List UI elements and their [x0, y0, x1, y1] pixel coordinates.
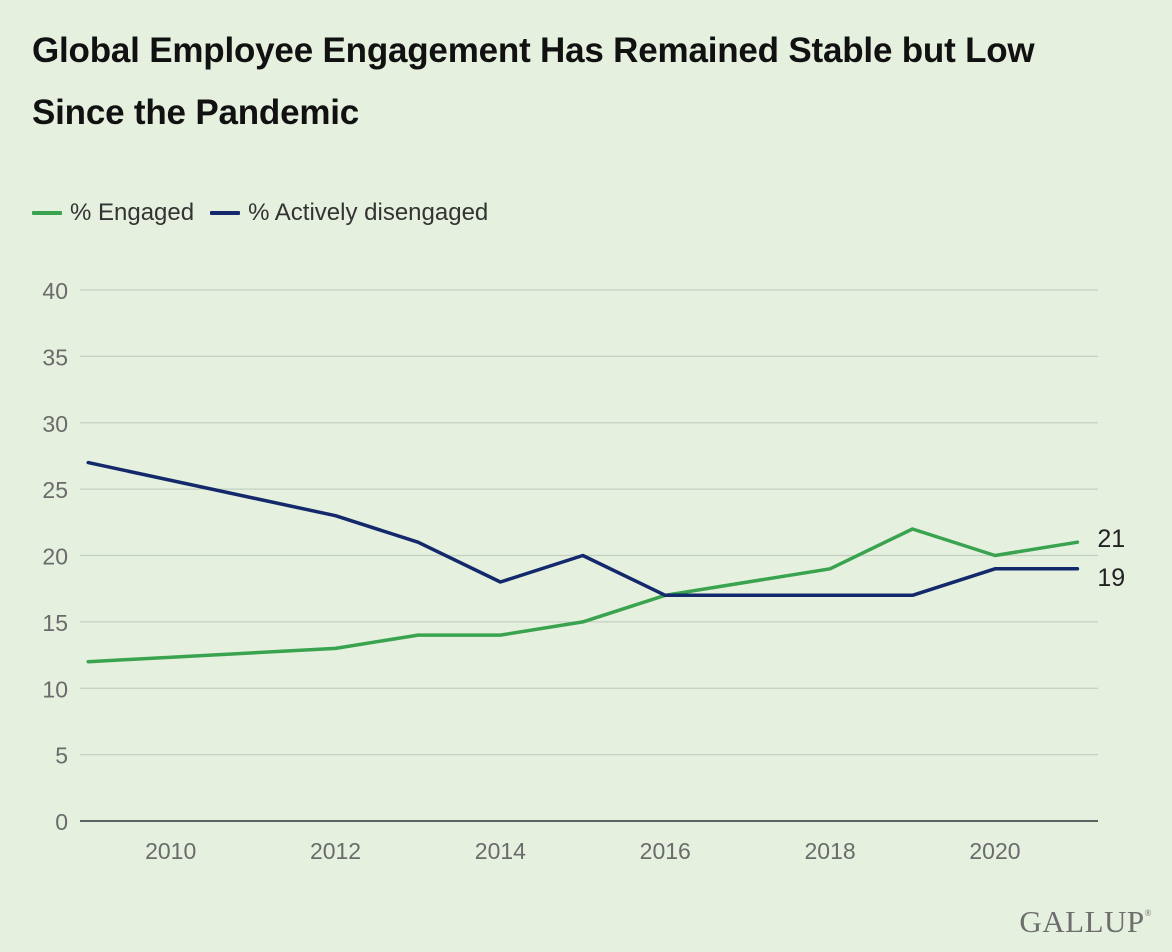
x-tick-label: 2010 — [145, 838, 196, 864]
y-tick-label: 40 — [42, 278, 68, 304]
x-tick-label: 2012 — [310, 838, 361, 864]
legend-swatch-engaged — [32, 211, 62, 215]
logo-text: GALLUP — [1019, 904, 1145, 939]
y-tick-label: 0 — [55, 809, 68, 835]
legend-swatch-disengaged — [210, 211, 241, 215]
x-tick-label: 2020 — [969, 838, 1020, 864]
x-tick-label: 2014 — [475, 838, 526, 864]
y-tick-label: 25 — [42, 477, 68, 503]
y-tick-label: 5 — [55, 743, 68, 769]
gallup-logo: GALLUP® — [1019, 904, 1152, 940]
x-tick-label: 2018 — [805, 838, 856, 864]
y-tick-label: 30 — [42, 411, 68, 437]
legend-label-disengaged: % Actively disengaged — [248, 199, 489, 226]
chart-legend: % Engaged % Actively disengaged — [32, 198, 488, 228]
legend-label-engaged: % Engaged — [70, 199, 195, 226]
y-tick-label: 35 — [42, 344, 68, 370]
y-tick-label: 15 — [42, 610, 68, 636]
series-line-disengaged — [86, 460, 1080, 598]
legend-item-engaged: % Engaged — [32, 199, 194, 227]
series-line-engaged — [86, 527, 1080, 664]
end-value-label: 21 — [1097, 525, 1125, 553]
x-tick-label: 2016 — [640, 838, 691, 864]
legend-item-disengaged: % Actively disengaged — [210, 199, 488, 227]
chart-title: Global Employee Engagement Has Remained … — [32, 31, 1035, 132]
end-value-label: 19 — [1097, 564, 1125, 592]
y-tick-label: 10 — [42, 676, 68, 702]
y-tick-label: 20 — [42, 544, 68, 570]
logo-registered-mark: ® — [1144, 908, 1152, 918]
